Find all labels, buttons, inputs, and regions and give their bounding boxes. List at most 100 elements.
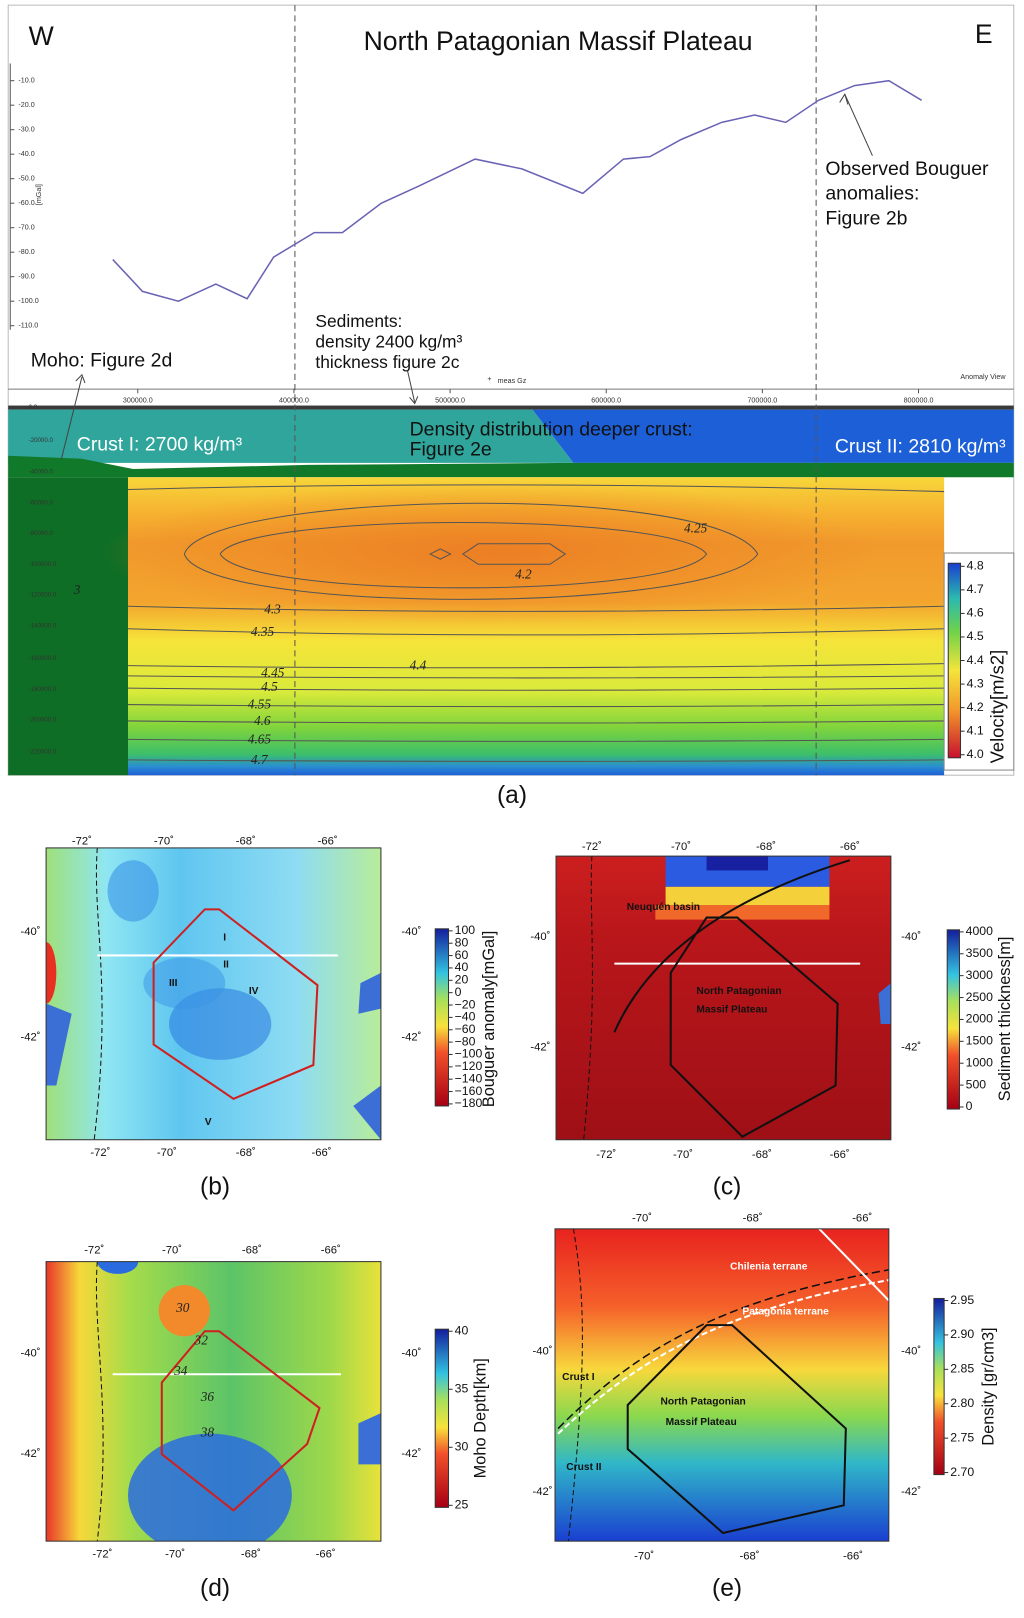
x-tick-label: 700000.0	[747, 396, 777, 404]
label: (e)	[712, 1575, 742, 1602]
label: 0	[966, 1099, 973, 1113]
label: 3	[73, 582, 81, 597]
label: (c)	[713, 1173, 742, 1200]
label: 4.1	[967, 723, 984, 737]
label: Chilenia terrane	[730, 1261, 808, 1272]
label: 500	[966, 1077, 987, 1091]
label: -100000.0	[29, 561, 57, 568]
y-tick-label: -60.0	[18, 199, 34, 207]
label: North Patagonian	[696, 986, 781, 997]
label: V	[205, 1117, 212, 1128]
label: 4000	[966, 924, 993, 938]
colorbar	[946, 929, 960, 1110]
label: 0.0	[29, 404, 38, 411]
y-tick-label: -20.0	[18, 101, 34, 109]
label: -40˚	[20, 1348, 40, 1360]
label: 2.75	[950, 1430, 974, 1444]
label: 4.2	[515, 567, 532, 582]
label: 30	[455, 1440, 469, 1454]
label: 4.8	[967, 559, 984, 573]
label: -66˚	[840, 841, 860, 853]
label: -160000.0	[29, 655, 57, 662]
label: Sediments:	[315, 311, 402, 331]
label: 4.45	[261, 665, 285, 680]
label: 40	[455, 1323, 469, 1337]
label: 35	[455, 1382, 469, 1396]
model-section	[8, 405, 1015, 776]
label: thickness figure 2c	[315, 352, 459, 372]
label: −140	[455, 1071, 483, 1085]
label: Sediment thickness[m]	[996, 937, 1014, 1102]
label: North Patagonian	[660, 1397, 745, 1408]
label: (b)	[200, 1173, 230, 1200]
label: -40˚	[532, 1346, 552, 1358]
y-tick-label: -70.0	[18, 224, 34, 232]
label: 2.80	[950, 1396, 974, 1410]
legend-marker: +	[487, 375, 491, 383]
panel-title: North Patagonian Massif Plateau	[364, 26, 753, 56]
label: -68˚	[756, 841, 776, 853]
label: -66˚	[321, 1244, 341, 1256]
label: density 2400 kg/m³	[315, 332, 462, 352]
y-tick-label: -50.0	[18, 175, 34, 183]
label: -72˚	[582, 841, 602, 853]
label: −20	[455, 997, 476, 1011]
label: -68˚	[743, 1213, 763, 1225]
label: -42˚	[532, 1486, 552, 1498]
colorbar	[933, 1297, 945, 1476]
label: −100	[455, 1047, 483, 1061]
label: -42˚	[401, 1031, 421, 1043]
label: -40˚	[20, 926, 40, 938]
label: −120	[455, 1059, 483, 1073]
label: -68˚	[740, 1550, 760, 1562]
label: -68˚	[236, 1147, 256, 1159]
label: -66˚	[852, 1213, 872, 1225]
label: 1500	[966, 1034, 993, 1048]
label: 4.4	[967, 653, 984, 667]
label: 2.70	[950, 1465, 974, 1479]
label: -70˚	[157, 1147, 177, 1159]
map-frame	[555, 855, 892, 1141]
label: 3000	[966, 968, 993, 982]
label: -68˚	[752, 1149, 772, 1161]
map-frame	[554, 1228, 890, 1542]
label: -70˚	[165, 1548, 185, 1560]
annotation: Crust I: 2700 kg/m³	[77, 434, 243, 456]
y-tick-label: -80.0	[18, 248, 34, 256]
y-tick-label: -40.0	[18, 150, 34, 158]
label: -70˚	[632, 1213, 652, 1225]
label: −160	[455, 1084, 483, 1098]
label: -70˚	[671, 841, 691, 853]
annotation: Density distribution deeper crust:	[410, 418, 693, 440]
west-label: W	[29, 21, 55, 51]
label: Figure 2b	[825, 207, 907, 229]
label: -40˚	[401, 1348, 421, 1360]
label: -70˚	[154, 836, 174, 848]
label: -42˚	[901, 1486, 921, 1498]
label: 4.25	[684, 520, 708, 535]
x-tick-label: 400000.0	[279, 396, 309, 404]
label: -220000.0	[29, 748, 57, 755]
legend: meas Gz	[498, 377, 527, 385]
label: -70˚	[634, 1550, 654, 1562]
label: 4.3	[967, 676, 984, 690]
label: 1000	[966, 1055, 993, 1069]
label: Bouguer anomaly[mGal]	[480, 931, 498, 1108]
label: -68˚	[242, 1244, 262, 1256]
label: 100	[455, 923, 476, 937]
annotation: Crust II: 2810 kg/m³	[835, 436, 1006, 458]
label: -120000.0	[29, 592, 57, 599]
label: 4.6	[254, 713, 271, 728]
label: -42˚	[20, 1448, 40, 1460]
label: 80	[455, 935, 469, 949]
label: 2.95	[950, 1293, 974, 1307]
label: -66˚	[318, 836, 338, 848]
label: 4.5	[261, 679, 278, 694]
map-frame	[45, 847, 382, 1141]
caption: (a)	[497, 782, 527, 809]
label: 4.2	[967, 700, 984, 714]
label: Neuquén basin	[627, 902, 700, 913]
label: 30	[175, 1300, 190, 1315]
label: 4.7	[967, 582, 984, 596]
label: -40˚	[401, 926, 421, 938]
